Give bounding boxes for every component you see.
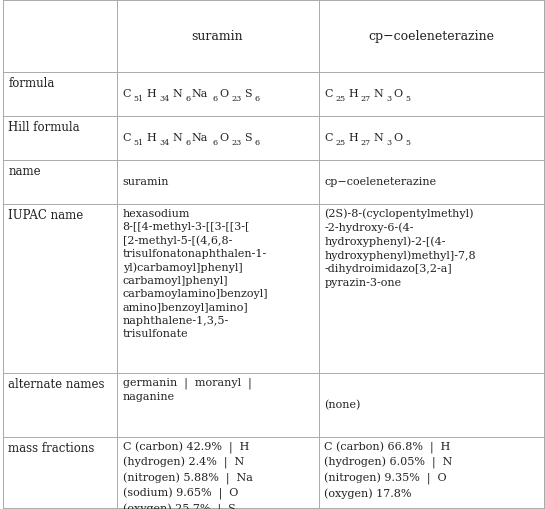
Text: C: C [324, 89, 333, 99]
Text: Na: Na [192, 89, 208, 99]
Text: 27: 27 [361, 95, 371, 103]
Text: 6: 6 [254, 95, 259, 103]
Text: C (carbon) 66.8%  |  H
(hydrogen) 6.05%  |  N
(nitrogen) 9.35%  |  O
(oxygen) 17: C (carbon) 66.8% | H (hydrogen) 6.05% | … [324, 442, 453, 499]
Text: 6: 6 [185, 138, 190, 147]
Text: IUPAC name: IUPAC name [8, 209, 83, 222]
Text: C: C [123, 133, 131, 143]
Text: 25: 25 [335, 138, 346, 147]
Text: 6: 6 [254, 138, 259, 147]
Text: suramin: suramin [123, 177, 169, 187]
Text: hexasodium
8-[[4-methyl-3-[[3-[[3-[
[2-methyl-5-[(4,6,8-
trisulfonatonaphthalen-: hexasodium 8-[[4-methyl-3-[[3-[[3-[ [2-m… [123, 209, 268, 339]
Text: C: C [324, 133, 333, 143]
Text: O: O [393, 89, 402, 99]
Text: 3: 3 [386, 138, 392, 147]
Text: O: O [220, 133, 228, 143]
Text: 23: 23 [231, 95, 241, 103]
Text: 51: 51 [134, 95, 144, 103]
Text: Hill formula: Hill formula [8, 121, 80, 134]
Text: S: S [244, 89, 252, 99]
Text: 34: 34 [159, 138, 169, 147]
Text: alternate names: alternate names [8, 378, 105, 391]
Text: H: H [348, 89, 358, 99]
Text: 3: 3 [386, 95, 392, 103]
Text: O: O [393, 133, 402, 143]
Text: N: N [374, 89, 384, 99]
Text: (2S)-8-(cyclopentylmethyl)
-2-hydroxy-6-(4-
hydroxyphenyl)-2-[(4-
hydroxyphenyl): (2S)-8-(cyclopentylmethyl) -2-hydroxy-6-… [324, 209, 476, 288]
Text: N: N [374, 133, 384, 143]
Text: N: N [172, 89, 182, 99]
Text: N: N [172, 133, 182, 143]
Text: 6: 6 [213, 95, 218, 103]
Text: name: name [8, 165, 41, 178]
Text: 6: 6 [213, 138, 218, 147]
Text: formula: formula [8, 77, 54, 91]
Text: C: C [123, 89, 131, 99]
Text: germanin  |  moranyl  |
naganine: germanin | moranyl | naganine [123, 378, 251, 403]
Text: O: O [220, 89, 228, 99]
Text: 5: 5 [405, 138, 410, 147]
Text: mass fractions: mass fractions [8, 442, 94, 455]
Text: H: H [348, 133, 358, 143]
Text: H: H [147, 133, 156, 143]
Text: suramin: suramin [191, 30, 243, 43]
Text: 34: 34 [159, 95, 169, 103]
Text: cp−coeleneterazine: cp−coeleneterazine [368, 30, 494, 43]
Text: 6: 6 [185, 95, 190, 103]
Text: Na: Na [192, 133, 208, 143]
Text: C (carbon) 42.9%  |  H
(hydrogen) 2.4%  |  N
(nitrogen) 5.88%  |  Na
(sodium) 9.: C (carbon) 42.9% | H (hydrogen) 2.4% | N… [123, 442, 252, 509]
Text: 23: 23 [231, 138, 241, 147]
Text: H: H [147, 89, 156, 99]
Text: 5: 5 [405, 95, 410, 103]
Text: 51: 51 [134, 138, 144, 147]
Text: (none): (none) [324, 400, 361, 410]
Text: cp−coeleneterazine: cp−coeleneterazine [324, 177, 437, 187]
Text: 25: 25 [335, 95, 346, 103]
Text: S: S [244, 133, 252, 143]
Text: 27: 27 [361, 138, 371, 147]
